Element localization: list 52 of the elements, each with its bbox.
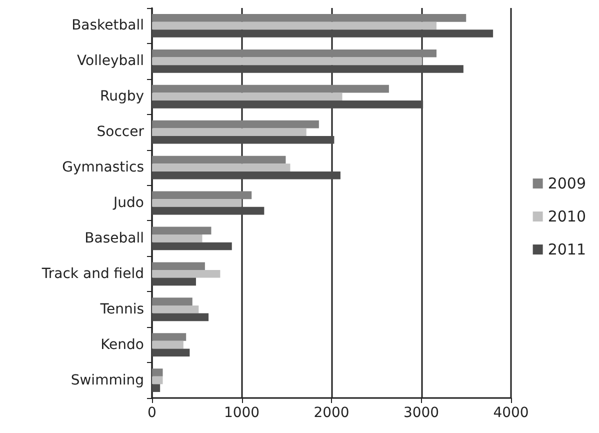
y-tick-label: Track and field [40,266,144,282]
y-tick-label: Kendo [100,336,144,353]
bar [152,136,334,144]
bar [152,206,264,215]
bar [152,270,220,278]
bar [152,262,205,270]
bar [152,57,422,66]
bar [152,226,212,235]
bar [152,340,184,349]
bar [152,128,306,136]
x-tick-label: 4000 [493,405,529,421]
bar [152,368,163,376]
y-tick-label: Rugby [100,88,144,105]
bar [152,30,494,38]
bar [152,333,186,341]
bar [152,14,466,22]
bar [152,164,290,172]
bar [152,100,424,108]
bar [152,376,163,384]
bar [152,191,252,200]
bar [152,384,160,392]
y-tick-label: Baseball [84,230,144,246]
bar [152,65,464,73]
bar [152,84,389,93]
bar [152,305,199,314]
y-tick-label: Soccer [96,124,144,140]
y-tick-label: Tennis [99,301,144,318]
bar [152,156,286,164]
bar [152,171,340,180]
x-tick-label: 0 [148,405,156,421]
bar [152,49,437,58]
bar [152,242,232,250]
bar [152,313,209,322]
bar [152,234,202,242]
y-tick-label: Gymnastics [62,160,144,176]
bar [152,92,342,101]
legend-label: 2011 [548,240,586,258]
x-tick-label: 1000 [224,405,260,421]
bar [152,120,319,128]
legend-label: 2009 [548,174,586,192]
bar [152,199,242,207]
bar [152,278,196,286]
x-tick-label: 3000 [403,405,440,421]
y-tick-label: Swimming [70,372,144,388]
y-tick-label: Volleyball [77,53,144,70]
bar [152,22,437,30]
bar [152,298,192,306]
legend-label: 2010 [548,208,586,226]
bar [152,348,190,357]
y-tick-label: Judo [112,195,144,211]
y-tick-label: Basketball [72,18,144,34]
x-tick-label: 2000 [314,405,350,421]
